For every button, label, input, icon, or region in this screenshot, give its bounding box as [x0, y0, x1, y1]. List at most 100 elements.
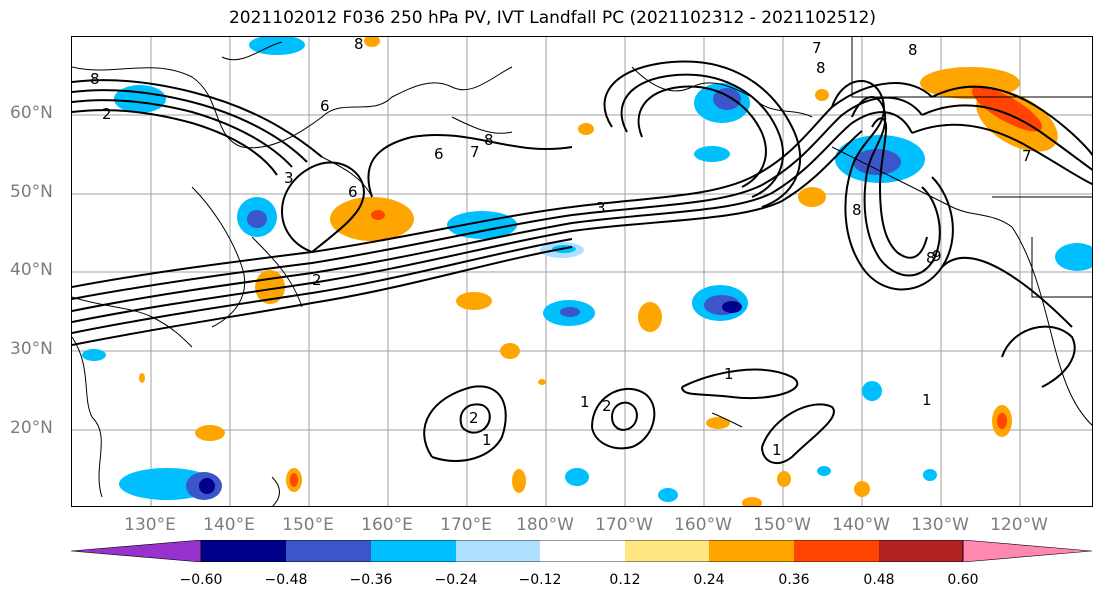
contour-label-18: 7 [1022, 147, 1032, 165]
lon-label-120w: 120°W [990, 515, 1048, 535]
lat-label-20n: 20°N [10, 418, 53, 438]
shade-pos-7 [798, 187, 826, 207]
shade-pos-9c [971, 86, 1043, 132]
lat-label-50n: 50°N [10, 182, 53, 202]
shade-neg-8 [694, 146, 730, 162]
lon-label-170w: 170°W [595, 515, 653, 535]
colorbar-tick-1: −0.60 [179, 572, 223, 588]
shade-neg-9b [853, 149, 901, 175]
contour-label-10: 2 [102, 105, 112, 123]
shade-neg-16 [817, 466, 831, 476]
lat-label-60n: 60°N [10, 103, 53, 123]
contour-label-19: 1 [724, 365, 734, 383]
shade-pos-17 [854, 481, 870, 497]
colorbar-tick-5: −0.12 [518, 572, 562, 588]
colorbar-tick-6: 0.12 [609, 572, 641, 588]
shade-pos-5 [500, 343, 520, 359]
map-panel: 8 6 7 8 8 7 6 2 3 2 3 6 8 8 8 8 9 7 1 2 … [71, 36, 1093, 507]
contour-label-8: 2 [312, 271, 322, 289]
contour-label-17: 9 [932, 247, 942, 265]
colorbar-segment-2 [286, 540, 371, 562]
contour-label-4: 8 [484, 131, 494, 149]
shade-neg-17 [923, 469, 937, 481]
shade-pos-8 [815, 89, 829, 101]
contour-label-5: 8 [354, 37, 364, 53]
colorbar-tick-9: 0.48 [863, 572, 895, 588]
shade-neg-3b [247, 210, 267, 228]
contour-label-25: 1 [922, 391, 932, 409]
colorbar-segment-9 [879, 540, 963, 562]
colorbar-segment-0 [71, 540, 202, 562]
colorbar-tick-3: −0.36 [349, 572, 393, 588]
contour-label-24: 1 [772, 441, 782, 459]
shade-pos-11 [195, 425, 225, 441]
lon-label-150e: 150°E [282, 515, 334, 535]
shade-pos-1b [371, 210, 385, 220]
shade-pos-20 [538, 379, 546, 385]
shade-neg-10c [722, 301, 742, 313]
lon-label-170e: 170°E [440, 515, 492, 535]
contour-label-6: 7 [812, 39, 822, 57]
contour-label-15: 8 [852, 201, 862, 219]
contour-label-11: 3 [284, 169, 294, 187]
colorbar-segment-1 [201, 540, 286, 562]
colorbar-tick-10: 0.60 [947, 572, 979, 588]
shade-neg-13c [199, 478, 215, 494]
shade-pos-15 [777, 471, 791, 487]
shade-pos-13 [512, 469, 526, 493]
lat-label-30n: 30°N [10, 339, 53, 359]
lon-label-160w: 160°W [674, 515, 732, 535]
colorbar-segment-6 [625, 540, 709, 562]
shade-pos-19 [139, 373, 145, 383]
colorbar-segment-4 [456, 540, 540, 562]
shade-pos-6 [578, 123, 594, 135]
colorbar-segment-7 [709, 540, 794, 562]
contour-label-16: 8 [926, 249, 936, 267]
lon-label-140w: 140°W [832, 515, 890, 535]
shade-neg-1 [114, 85, 166, 113]
colorbar-segment-3 [371, 540, 456, 562]
contour-labels: 8 6 7 8 8 7 6 2 3 2 3 6 8 8 8 8 9 7 1 2 … [90, 37, 1032, 459]
contour-label-14: 8 [908, 41, 918, 59]
colorbar-segment-10 [962, 540, 1093, 562]
lon-label-140e: 140°E [203, 515, 255, 535]
contour-label-23: 2 [602, 397, 612, 415]
map-canvas: 8 6 7 8 8 7 6 2 3 2 3 6 8 8 8 8 9 7 1 2 … [72, 37, 1092, 506]
lat-label-40n: 40°N [10, 260, 53, 280]
shade-neg-7b [713, 88, 741, 110]
shade-neg-11 [1055, 243, 1092, 271]
lon-label-130e: 130°E [124, 515, 176, 535]
lon-label-160e: 160°E [361, 515, 413, 535]
colorbar [71, 540, 1093, 562]
coastlines [72, 37, 1092, 506]
colorbar-tick-8: 0.36 [778, 572, 810, 588]
shade-pos-4 [638, 302, 662, 332]
shade-pos-3 [456, 292, 492, 310]
shade-neg-2 [249, 37, 305, 55]
shade-neg-15 [658, 488, 678, 502]
lon-label-130w: 130°W [911, 515, 969, 535]
colorbar-tick-2: −0.48 [264, 572, 308, 588]
contour-label-21: 1 [482, 431, 492, 449]
contour-label-3: 7 [470, 143, 480, 161]
contour-label-7: 6 [434, 145, 444, 163]
colorbar-segment-5 [540, 540, 625, 562]
contour-label-20: 2 [469, 409, 479, 427]
shade-neg-14 [565, 468, 589, 486]
shade-neg-12 [862, 381, 882, 401]
shade-pos-1 [330, 197, 414, 241]
shade-pos-16 [742, 497, 762, 506]
contour-label-12: 6 [348, 183, 358, 201]
colorbar-tick-4: −0.24 [434, 572, 478, 588]
colorbar-segment-8 [794, 540, 879, 562]
lon-label-180w: 180°W [516, 515, 574, 535]
graticule [72, 37, 1092, 506]
contour-label-1: 8 [90, 70, 100, 88]
shade-pos-12b [290, 473, 298, 487]
shade-neg-6b [560, 307, 580, 317]
pv-contours [72, 60, 1092, 465]
contour-label-13: 8 [816, 59, 826, 77]
shade-neg-18 [82, 349, 106, 361]
map-title: 2021102012 F036 250 hPa PV, IVT Landfall… [228, 8, 876, 28]
contour-label-22: 1 [580, 393, 590, 411]
